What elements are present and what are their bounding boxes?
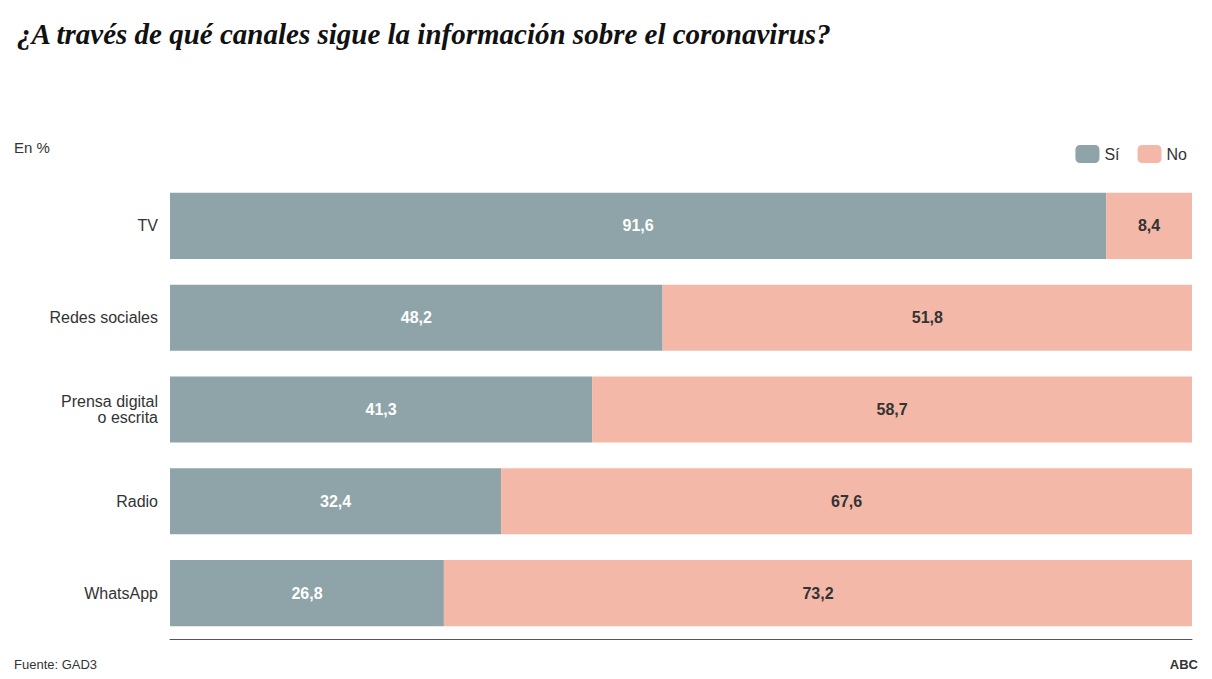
svg-text:Radio: Radio: [116, 493, 158, 510]
svg-text:41,3: 41,3: [365, 401, 396, 418]
svg-text:26,8: 26,8: [291, 585, 322, 602]
svg-text:No: No: [1167, 146, 1188, 163]
svg-text:91,6: 91,6: [623, 217, 654, 234]
svg-text:TV: TV: [138, 217, 159, 234]
svg-text:51,8: 51,8: [912, 309, 943, 326]
svg-text:Fuente: GAD3: Fuente: GAD3: [14, 657, 97, 672]
svg-text:¿A través de qué canales sigue: ¿A través de qué canales sigue la inform…: [17, 18, 831, 50]
svg-text:58,7: 58,7: [876, 401, 907, 418]
svg-text:32,4: 32,4: [320, 493, 351, 510]
svg-text:o escrita: o escrita: [98, 409, 159, 426]
svg-text:8,4: 8,4: [1138, 217, 1160, 234]
svg-text:En %: En %: [14, 139, 50, 156]
svg-text:67,6: 67,6: [831, 493, 862, 510]
svg-text:Redes sociales: Redes sociales: [50, 309, 159, 326]
svg-text:73,2: 73,2: [802, 585, 833, 602]
svg-text:Sí: Sí: [1104, 146, 1120, 163]
svg-text:Prensa digital: Prensa digital: [61, 393, 158, 410]
svg-text:WhatsApp: WhatsApp: [84, 585, 158, 602]
svg-text:48,2: 48,2: [401, 309, 432, 326]
svg-text:ABC: ABC: [1170, 657, 1199, 672]
